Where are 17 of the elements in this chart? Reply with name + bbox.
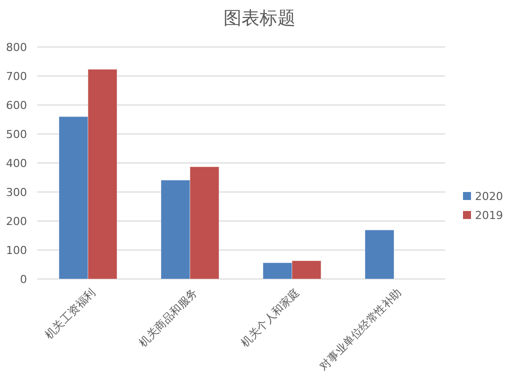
y-tick-label: 200 [6, 215, 27, 228]
chart-title: 图表标题 [224, 8, 296, 29]
x-tick-label: 对事业单位经常性补助 [317, 286, 404, 373]
y-tick-label: 600 [6, 99, 27, 112]
y-tick-label: 0 [20, 273, 27, 286]
legend-label: 2019 [475, 209, 503, 222]
y-tick-label: 500 [6, 128, 27, 141]
x-tick-label: 机关工资福利 [42, 286, 98, 342]
y-tick-label: 800 [6, 41, 27, 54]
y-tick-label: 700 [6, 70, 27, 83]
y-tick-label: 400 [6, 157, 27, 170]
y-tick-label: 100 [6, 244, 27, 257]
bar [364, 230, 394, 280]
x-tick-label: 机关商品和服务 [136, 286, 200, 350]
y-tick-label: 300 [6, 186, 27, 199]
x-tick-label: 机关个人和家庭 [238, 286, 302, 350]
legend-label: 2020 [475, 190, 503, 203]
